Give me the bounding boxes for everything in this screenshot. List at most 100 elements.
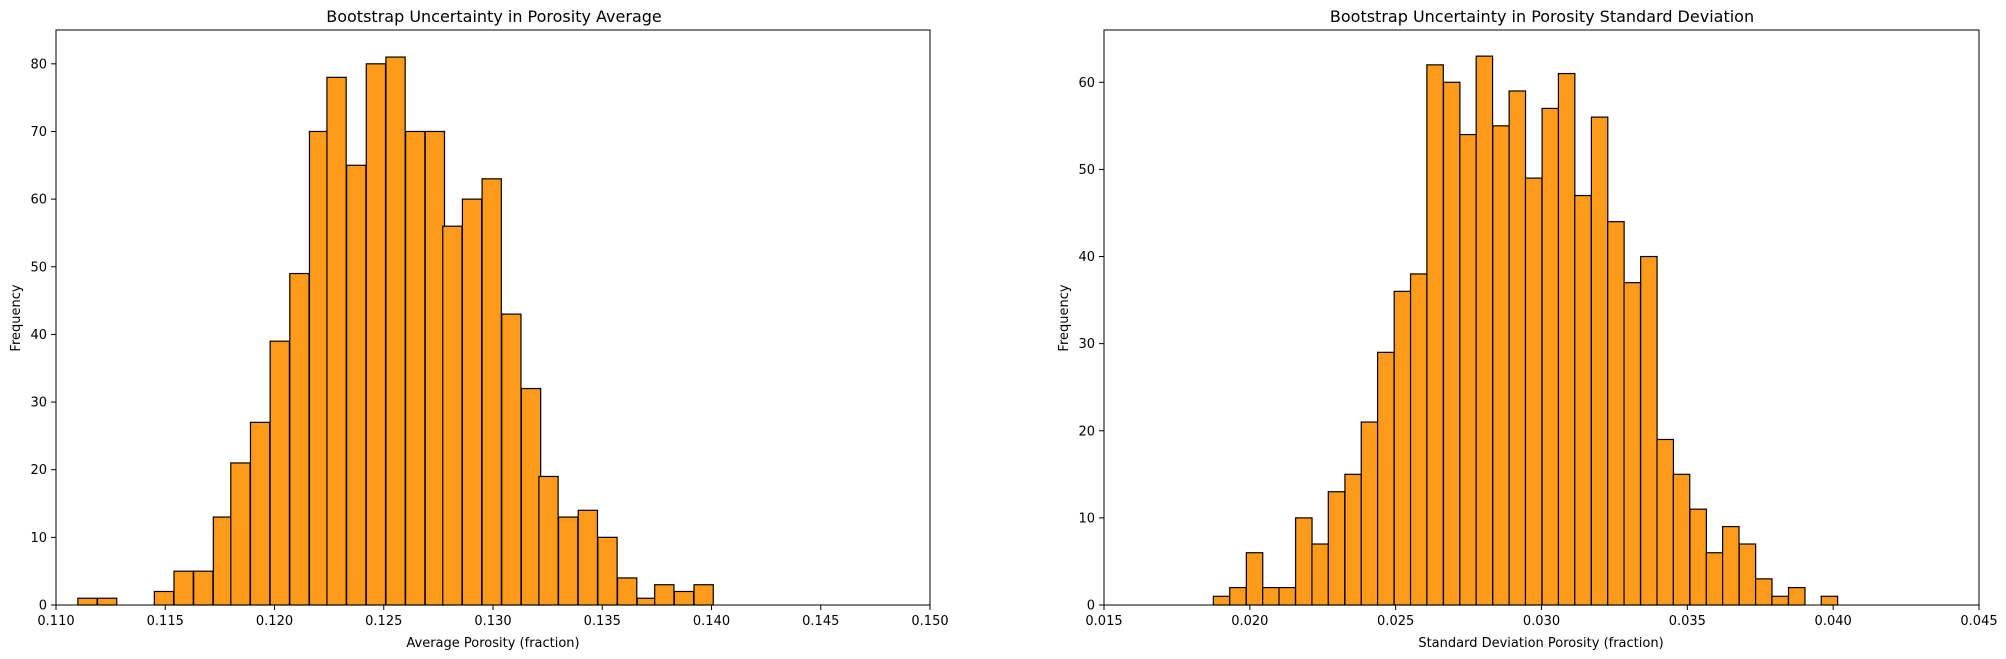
histogram-bar — [1607, 221, 1625, 606]
histogram-bar — [693, 584, 714, 606]
histogram-bar — [616, 577, 638, 606]
histogram-bar — [1459, 133, 1477, 606]
histogram-bar — [442, 225, 463, 606]
histogram-bar — [424, 130, 446, 606]
histogram-bar — [1771, 595, 1789, 606]
histogram-bar — [269, 340, 290, 606]
histogram-bar — [501, 313, 522, 606]
histogram-bar — [1754, 578, 1773, 606]
histogram-bar — [1689, 508, 1707, 606]
histogram-bar — [1738, 543, 1757, 606]
y-tick-label: 40 — [30, 328, 47, 343]
histogram-bar — [636, 597, 658, 606]
histogram-bar — [1656, 438, 1675, 606]
x-tick-label: 0.110 — [37, 614, 74, 629]
histogram-bar — [289, 272, 310, 606]
y-tick-label: 70 — [30, 125, 47, 140]
histogram-bar — [1442, 81, 1461, 606]
x-tick-label: 0.145 — [802, 614, 839, 629]
histogram-bar — [1672, 473, 1691, 606]
y-tick-label: 10 — [1078, 511, 1095, 526]
histogram-bar — [326, 76, 347, 606]
y-tick-label: 60 — [1078, 76, 1095, 91]
histogram-bar — [1295, 517, 1313, 606]
histogram-bar — [1508, 90, 1527, 606]
x-tick-label: 0.045 — [1960, 614, 1997, 629]
y-tick-label: 50 — [1078, 163, 1095, 178]
plot-frame — [55, 29, 931, 606]
histogram-bar — [1524, 177, 1543, 606]
histogram-bar — [1475, 55, 1494, 606]
histogram-bar — [1574, 194, 1592, 606]
histogram-bar — [212, 516, 234, 606]
histogram-bar — [597, 536, 618, 606]
histogram-bar — [1787, 586, 1806, 606]
histogram-bar — [1820, 595, 1839, 606]
plot-frame — [1103, 29, 1980, 606]
histogram-bar — [346, 164, 367, 606]
y-tick-label: 50 — [30, 260, 47, 275]
histogram-bar — [365, 63, 387, 606]
histogram-bar — [1212, 595, 1231, 606]
histogram-bar — [193, 570, 214, 606]
histogram-bar — [96, 597, 118, 606]
histogram-bar — [385, 56, 406, 606]
histogram-bar — [1722, 525, 1740, 606]
x-tick-label: 0.120 — [256, 614, 293, 629]
x-tick-label: 0.025 — [1377, 614, 1414, 629]
histogram-bar — [1426, 64, 1444, 606]
histogram-bar — [538, 475, 559, 606]
x-tick-label: 0.130 — [474, 614, 511, 629]
y-axis-label: Frequency — [9, 284, 24, 351]
histogram-bar — [557, 516, 579, 606]
histogram-bar — [1557, 72, 1576, 606]
histogram-bar — [249, 421, 271, 606]
x-tick-label: 0.150 — [911, 614, 948, 629]
histogram-bar — [173, 570, 194, 606]
histogram-bar — [481, 178, 502, 606]
y-tick-label: 0 — [39, 599, 47, 614]
histogram-porosity-std: Bootstrap Uncertainty in Porosity Standa… — [1057, 7, 1998, 651]
histogram-bar — [1376, 351, 1395, 606]
histogram-bar — [1344, 473, 1362, 606]
histogram-bar — [1492, 125, 1510, 606]
x-tick-label: 0.035 — [1669, 614, 1706, 629]
histogram-bar — [654, 584, 675, 606]
x-tick-label: 0.040 — [1815, 614, 1852, 629]
x-tick-label: 0.135 — [584, 614, 621, 629]
y-tick-label: 30 — [1078, 337, 1095, 352]
y-ticks: 0 10 20 30 40 50 60 — [1078, 76, 1104, 614]
y-tick-label: 10 — [30, 531, 47, 546]
histogram-bar — [1409, 273, 1428, 606]
histogram-bar — [461, 198, 483, 606]
histogram-bar — [1311, 543, 1329, 606]
y-ticks: 0 10 20 30 40 50 60 70 80 — [30, 57, 56, 614]
histogram-bar — [77, 597, 98, 606]
y-tick-label: 0 — [1087, 599, 1095, 614]
histogram-bar — [1262, 586, 1280, 606]
x-tick-label: 0.020 — [1231, 614, 1268, 629]
histogram-bar — [405, 130, 426, 606]
x-tick-label: 0.115 — [147, 614, 184, 629]
histogram-bar — [577, 509, 599, 606]
x-ticks: 0.015 0.020 0.025 0.030 0.035 0.040 0.045 — [1085, 605, 1998, 629]
histogram-bar — [1229, 586, 1247, 606]
histogram-bar — [1393, 290, 1412, 606]
y-tick-label: 80 — [30, 57, 47, 72]
y-axis-label: Frequency — [1057, 284, 1072, 351]
histogram-bar — [1640, 255, 1658, 606]
histogram-bar — [1541, 107, 1560, 606]
histogram-bar — [308, 130, 330, 606]
y-tick-label: 20 — [1078, 424, 1095, 439]
histogram-bar — [1245, 552, 1264, 606]
x-tick-label: 0.015 — [1085, 614, 1122, 629]
histogram-bar — [520, 387, 542, 606]
x-axis-label: Average Porosity (fraction) — [406, 636, 579, 651]
x-axis-label: Standard Deviation Porosity (fraction) — [1418, 636, 1663, 651]
histogram-bar — [1327, 491, 1346, 606]
chart-title: Bootstrap Uncertainty in Porosity Averag… — [326, 7, 662, 26]
x-tick-label: 0.140 — [693, 614, 730, 629]
y-tick-label: 20 — [30, 463, 47, 478]
bars-group — [1212, 55, 1839, 606]
